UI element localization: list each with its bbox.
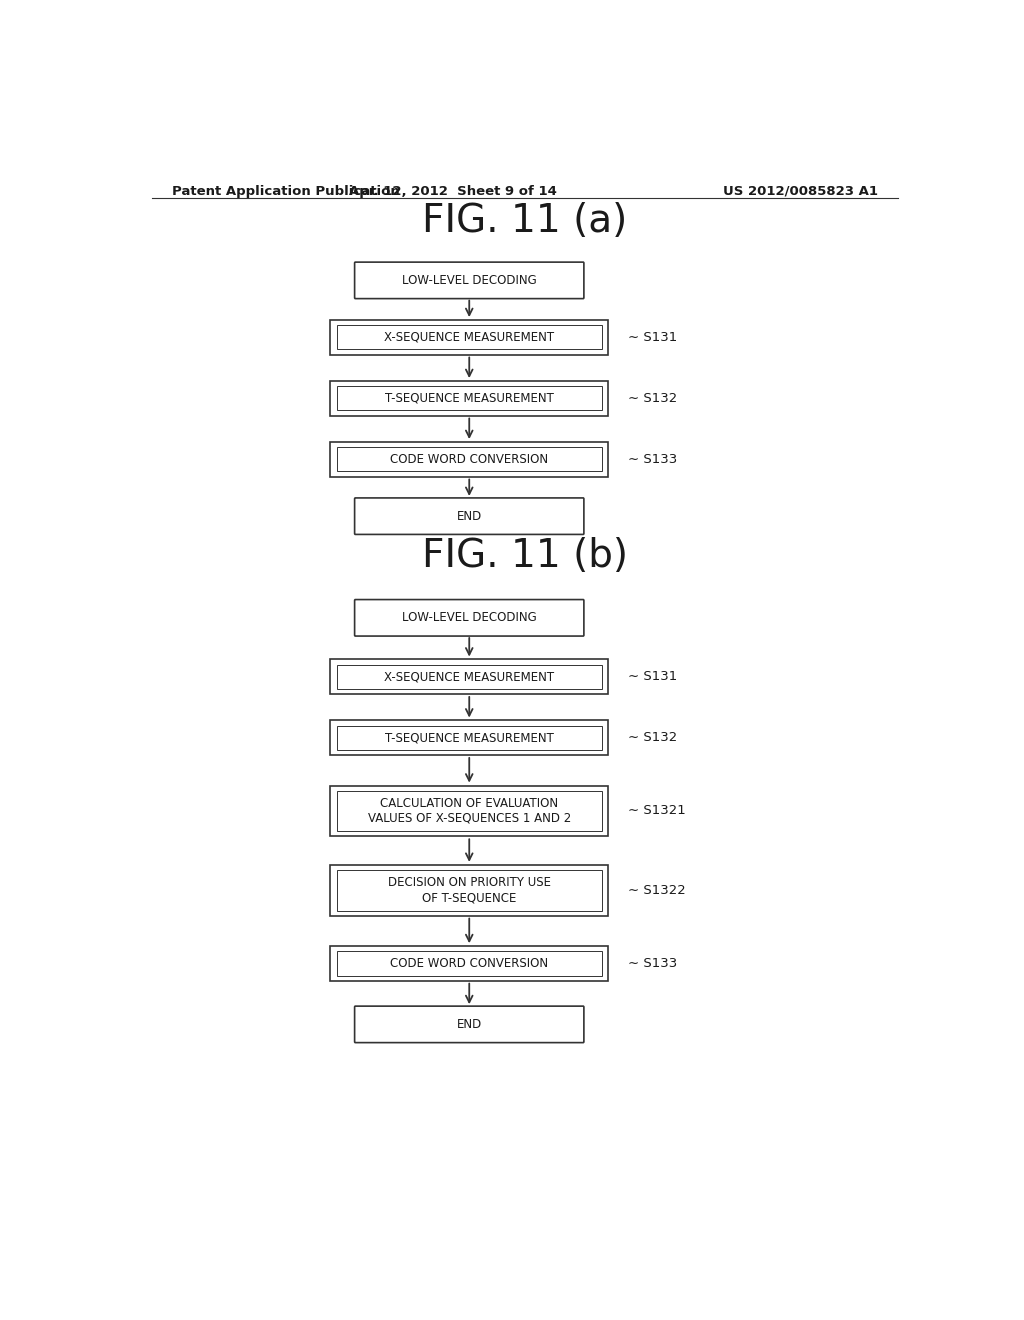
Bar <box>331 319 608 355</box>
Text: Patent Application Publication: Patent Application Publication <box>172 185 399 198</box>
Text: LOW-LEVEL DECODING: LOW-LEVEL DECODING <box>401 273 537 286</box>
Bar <box>337 726 602 750</box>
Bar <box>331 660 608 694</box>
Text: US 2012/0085823 A1: US 2012/0085823 A1 <box>723 185 878 198</box>
Bar <box>331 381 608 416</box>
Text: Apr. 12, 2012  Sheet 9 of 14: Apr. 12, 2012 Sheet 9 of 14 <box>349 185 557 198</box>
Text: FIG. 11 (b): FIG. 11 (b) <box>422 537 628 576</box>
Bar <box>337 447 602 471</box>
Bar <box>331 865 608 916</box>
Text: ∼ S1322: ∼ S1322 <box>628 883 686 896</box>
FancyBboxPatch shape <box>354 263 584 298</box>
Bar <box>331 946 608 981</box>
Text: CODE WORD CONVERSION: CODE WORD CONVERSION <box>390 957 548 970</box>
Bar <box>331 785 608 837</box>
Text: CODE WORD CONVERSION: CODE WORD CONVERSION <box>390 453 548 466</box>
Bar <box>337 325 602 350</box>
Bar <box>337 870 602 911</box>
FancyBboxPatch shape <box>354 498 584 535</box>
Text: ∼ S133: ∼ S133 <box>628 957 677 970</box>
Text: X-SEQUENCE MEASUREMENT: X-SEQUENCE MEASUREMENT <box>384 671 554 684</box>
Text: FIG. 11 (a): FIG. 11 (a) <box>422 202 628 240</box>
Bar <box>337 791 602 832</box>
Bar <box>331 442 608 477</box>
Text: ∼ S133: ∼ S133 <box>628 453 677 466</box>
Text: ∼ S1321: ∼ S1321 <box>628 804 686 817</box>
Text: END: END <box>457 1018 482 1031</box>
Bar <box>337 664 602 689</box>
Text: X-SEQUENCE MEASUREMENT: X-SEQUENCE MEASUREMENT <box>384 331 554 343</box>
Bar <box>337 385 602 411</box>
Text: ∼ S131: ∼ S131 <box>628 671 677 684</box>
Text: ∼ S132: ∼ S132 <box>628 392 677 405</box>
Text: T-SEQUENCE MEASUREMENT: T-SEQUENCE MEASUREMENT <box>385 392 554 405</box>
Text: CALCULATION OF EVALUATION
VALUES OF X-SEQUENCES 1 AND 2: CALCULATION OF EVALUATION VALUES OF X-SE… <box>368 797 570 825</box>
Bar <box>331 721 608 755</box>
FancyBboxPatch shape <box>354 1006 584 1043</box>
FancyBboxPatch shape <box>354 599 584 636</box>
Bar <box>337 952 602 975</box>
Text: END: END <box>457 510 482 523</box>
Text: ∼ S132: ∼ S132 <box>628 731 677 744</box>
Text: LOW-LEVEL DECODING: LOW-LEVEL DECODING <box>401 611 537 624</box>
Text: DECISION ON PRIORITY USE
OF T-SEQUENCE: DECISION ON PRIORITY USE OF T-SEQUENCE <box>388 876 551 904</box>
Text: ∼ S131: ∼ S131 <box>628 331 677 343</box>
Text: T-SEQUENCE MEASUREMENT: T-SEQUENCE MEASUREMENT <box>385 731 554 744</box>
